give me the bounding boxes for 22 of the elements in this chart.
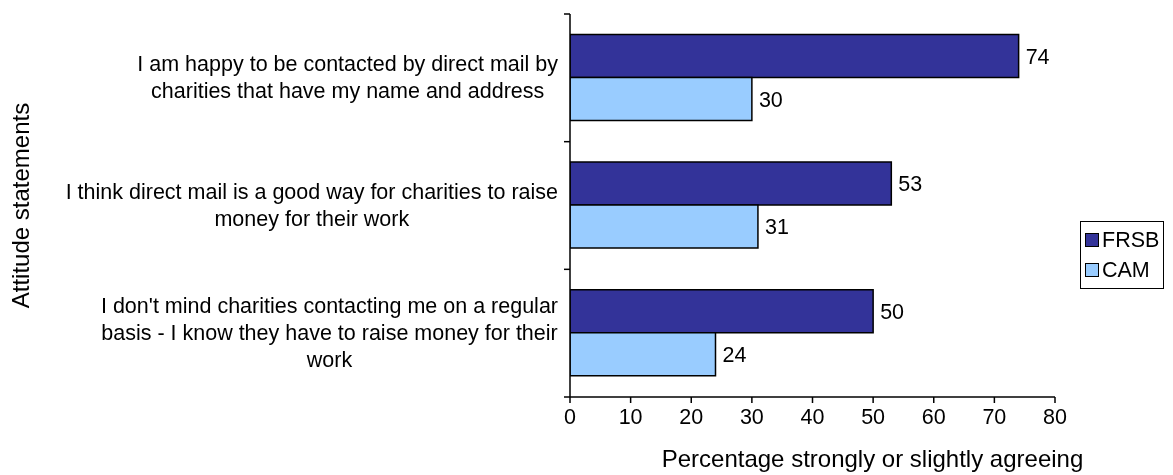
legend-label: FRSB bbox=[1102, 227, 1160, 254]
data-label: 50 bbox=[880, 299, 905, 324]
x-tick-label: 20 bbox=[679, 405, 704, 430]
x-tick-label: 30 bbox=[739, 405, 764, 430]
x-axis-title: Percentage strongly or slightly agreeing bbox=[661, 445, 1084, 472]
legend-label: CAM bbox=[1102, 257, 1150, 284]
y-axis-title: Attitude statements bbox=[6, 102, 34, 309]
x-tick-label: 50 bbox=[861, 405, 886, 430]
y-tick-label: I think direct mail is a good way for charities to raise money for their work bbox=[65, 180, 559, 231]
x-tick-label: 0 bbox=[564, 405, 577, 430]
data-label: 74 bbox=[1025, 44, 1050, 69]
x-tick-label: 80 bbox=[1043, 405, 1067, 430]
data-label: 30 bbox=[758, 87, 783, 112]
y-tick-label: I don't mind charities contacting me on a regular basis - I know they have to raise money for their work bbox=[100, 294, 558, 373]
data-label: 53 bbox=[898, 172, 923, 197]
x-tick-label: 10 bbox=[618, 405, 643, 430]
x-tick-label: 40 bbox=[800, 405, 825, 430]
x-tick-label: 70 bbox=[982, 405, 1007, 430]
data-label: 24 bbox=[722, 342, 747, 367]
x-tick-label: 60 bbox=[921, 405, 946, 430]
y-tick-label: I am happy to be contacted by direct mail by charities that have my name and address bbox=[137, 52, 559, 104]
data-label: 31 bbox=[764, 215, 789, 240]
